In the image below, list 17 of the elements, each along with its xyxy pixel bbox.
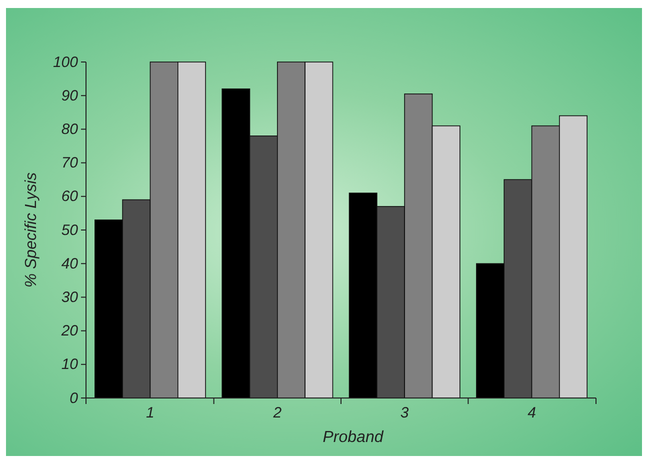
x-tick-label: 3	[400, 404, 410, 422]
x-tick-label: 1	[146, 404, 154, 422]
x-axis-title: Proband	[322, 429, 384, 446]
y-tick-label: 60	[61, 188, 79, 206]
y-tick-label: 30	[61, 289, 79, 306]
x-tick-label: 2	[272, 404, 282, 422]
y-tick-label: 70	[61, 154, 79, 172]
y-tick-label: 90	[61, 87, 79, 104]
y-tick-label: 50	[61, 222, 79, 239]
y-axis-title: % Specific Lysis	[23, 172, 40, 288]
y-tick-label: 20	[60, 322, 79, 340]
y-tick-label: 100	[52, 54, 79, 71]
y-tick-label: 0	[70, 390, 79, 407]
x-tick-label: 4	[528, 404, 536, 422]
y-tick-label: 40	[61, 255, 79, 272]
y-tick-label: 10	[61, 356, 79, 374]
y-tick-label: 80	[61, 121, 79, 138]
